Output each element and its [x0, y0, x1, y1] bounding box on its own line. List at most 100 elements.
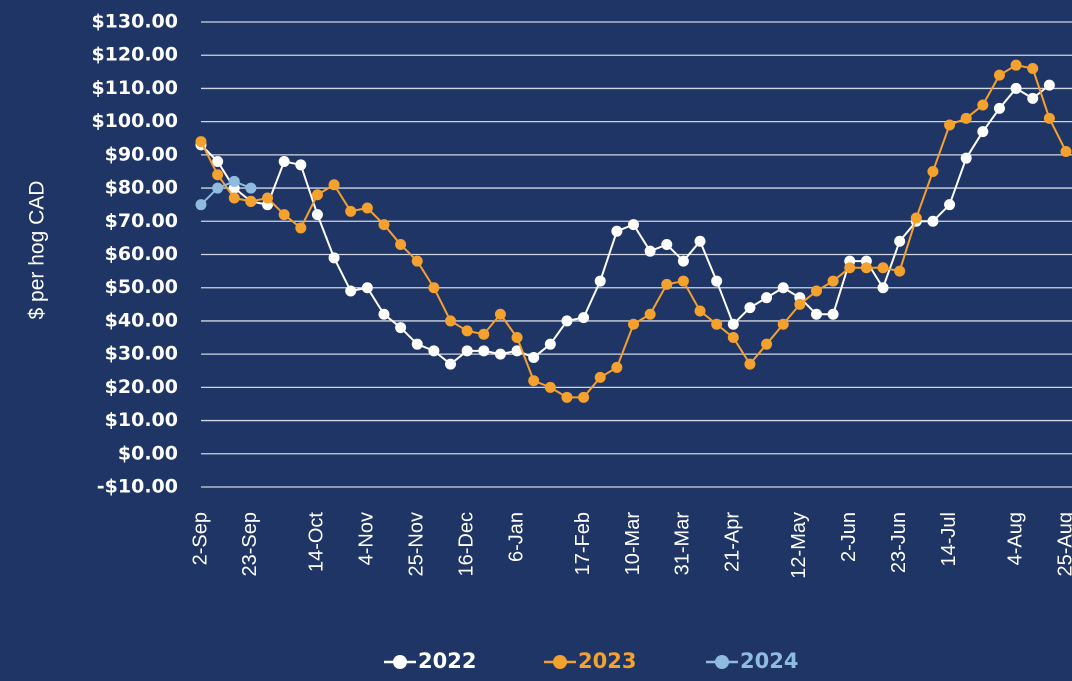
- y-tick-label: $120.00: [91, 44, 178, 66]
- data-point: [877, 262, 889, 274]
- legend-label: 2024: [740, 649, 798, 673]
- data-point: [594, 275, 606, 287]
- data-point: [977, 126, 989, 138]
- data-point: [628, 219, 639, 231]
- y-tick-label: $0.00: [118, 442, 178, 464]
- data-point: [278, 209, 290, 221]
- data-point: [611, 225, 623, 237]
- data-point: [910, 212, 922, 224]
- data-point: [428, 282, 440, 294]
- data-point: [295, 159, 307, 171]
- data-point: [445, 358, 457, 370]
- x-tick-label: 4-Aug: [1004, 512, 1026, 565]
- data-point: [977, 99, 989, 111]
- series-line: [200, 180, 252, 206]
- data-point: [511, 332, 523, 344]
- y-tick-label: $50.00: [105, 276, 178, 298]
- data-point: [993, 69, 1005, 81]
- data-point: [228, 175, 240, 187]
- data-point: [212, 156, 224, 167]
- data-point: [494, 308, 506, 320]
- data-point: [944, 119, 956, 131]
- y-tick-label: $30.00: [105, 343, 178, 365]
- data-point: [195, 136, 207, 148]
- x-tick-label: 10-Mar: [622, 512, 644, 576]
- data-point: [944, 199, 956, 211]
- data-point: [644, 245, 656, 257]
- x-tick-label: 23-Jun: [888, 512, 910, 573]
- data-point: [661, 278, 673, 290]
- data-point: [777, 318, 789, 330]
- data-point: [561, 315, 573, 327]
- data-point: [345, 205, 357, 217]
- data-point: [711, 318, 723, 330]
- data-point: [727, 318, 739, 330]
- data-point: [927, 215, 939, 227]
- x-tick-label: 25-Aug: [1054, 512, 1072, 577]
- data-point: [677, 255, 689, 267]
- data-point: [810, 308, 822, 320]
- data-point: [245, 195, 257, 207]
- data-point: [494, 348, 506, 360]
- data-point: [960, 152, 972, 164]
- data-point: [744, 358, 756, 370]
- x-tick-label: 21-Apr: [722, 512, 744, 572]
- x-tick-label: 14-Jul: [938, 512, 960, 566]
- data-point: [511, 345, 523, 357]
- data-point: [628, 318, 639, 330]
- y-tick-label: $40.00: [105, 309, 178, 331]
- data-point: [528, 351, 540, 363]
- x-tick-label: 31-Mar: [672, 512, 694, 576]
- series-line: [200, 64, 1067, 399]
- data-point: [1060, 146, 1072, 158]
- x-tick-label: 4-Nov: [356, 512, 378, 565]
- data-point: [894, 235, 906, 247]
- data-point: [611, 361, 623, 373]
- data-point: [661, 239, 673, 251]
- data-point: [411, 255, 423, 267]
- y-tick-label: $100.00: [91, 110, 178, 132]
- y-tick-label: $90.00: [105, 143, 178, 165]
- data-point: [428, 345, 440, 357]
- data-point: [544, 381, 556, 393]
- data-point: [212, 169, 224, 181]
- data-point: [345, 285, 357, 297]
- data-point: [810, 285, 822, 297]
- x-tick-label: 14-Oct: [306, 512, 328, 572]
- data-point: [744, 302, 756, 314]
- data-point: [445, 315, 457, 327]
- data-point: [311, 209, 323, 221]
- y-tick-label: $130.00: [91, 11, 178, 33]
- data-point: [1043, 79, 1055, 91]
- y-tick-label: $10.00: [105, 409, 178, 431]
- data-point: [395, 322, 407, 334]
- y-tick-label: $60.00: [105, 243, 178, 265]
- data-point: [578, 391, 590, 403]
- data-point: [195, 199, 207, 211]
- data-point: [212, 182, 224, 194]
- data-point: [777, 282, 789, 294]
- data-point: [528, 375, 540, 387]
- data-point: [228, 192, 240, 204]
- legend-marker: [715, 655, 729, 669]
- x-tick-label: 25-Nov: [406, 512, 428, 576]
- x-tick-label: 16-Dec: [455, 512, 477, 576]
- data-point: [727, 332, 739, 344]
- y-tick-label: $80.00: [105, 177, 178, 199]
- data-point: [544, 338, 556, 350]
- data-point: [827, 308, 839, 320]
- data-point: [860, 262, 872, 274]
- x-tick-label: 2-Jun: [838, 512, 860, 562]
- data-point: [328, 179, 340, 191]
- x-tick-label: 23-Sep: [239, 512, 261, 577]
- data-point: [794, 298, 806, 310]
- data-point: [993, 102, 1005, 114]
- data-point: [361, 202, 373, 214]
- series-line: [200, 84, 1050, 366]
- data-point: [827, 275, 839, 287]
- data-point: [761, 338, 773, 350]
- y-tick-label: -$10.00: [97, 476, 178, 498]
- x-tick-label: 6-Jan: [505, 512, 527, 562]
- data-point: [594, 371, 606, 383]
